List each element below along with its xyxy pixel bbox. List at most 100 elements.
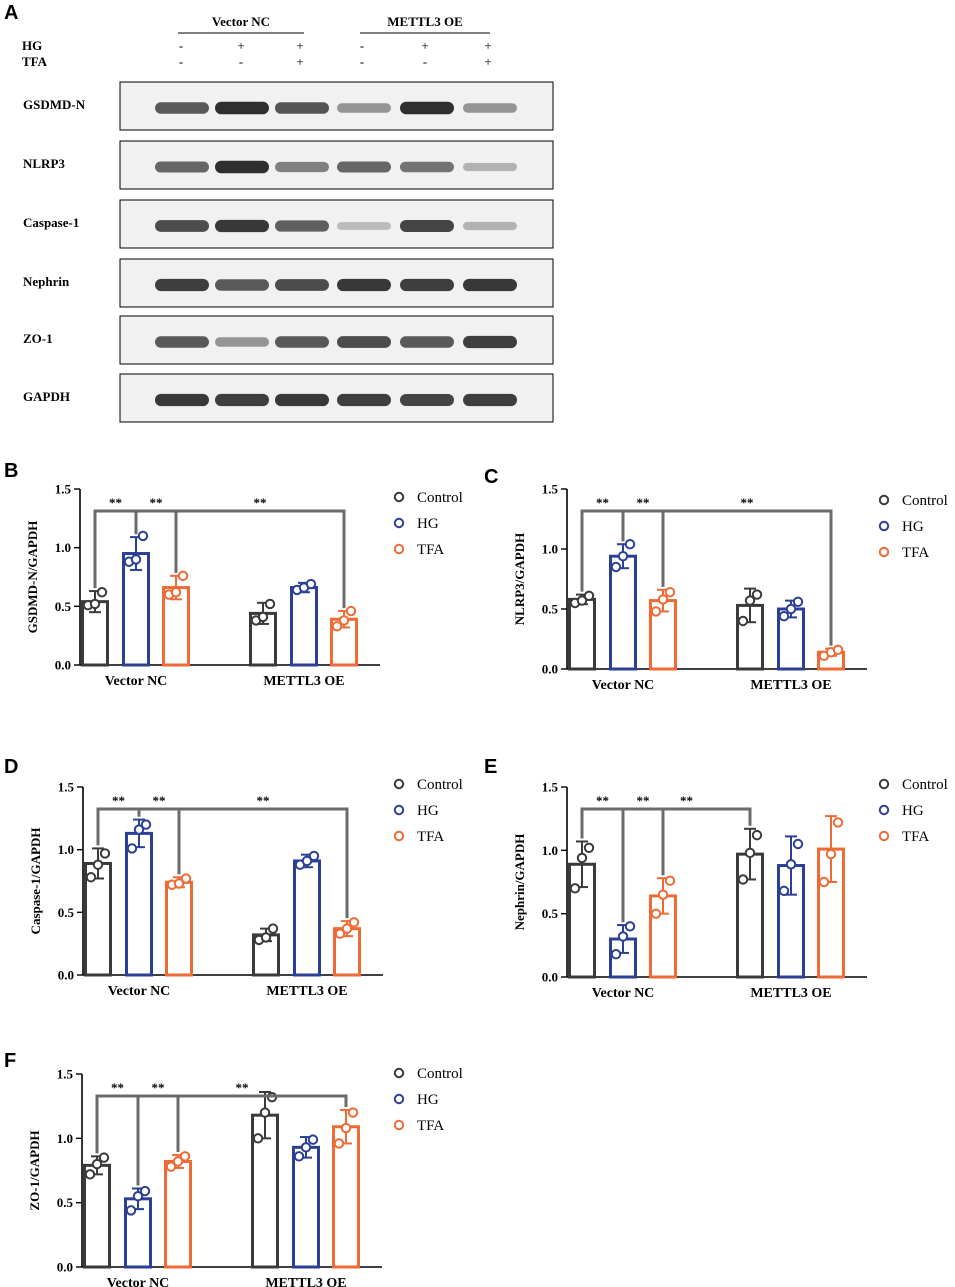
data-point (98, 1152, 110, 1163)
data-point (785, 603, 797, 615)
data-point (305, 578, 317, 590)
y-tick-label: 1.5 (542, 482, 559, 497)
y-tick-label: 0.5 (57, 1195, 74, 1210)
y-tick-label: 1.0 (57, 1131, 73, 1146)
significance-label: ** (741, 495, 754, 510)
blot-band (275, 161, 329, 173)
significance-label: ** (152, 1080, 165, 1095)
legend-marker-hg (393, 1093, 405, 1105)
blot-band (400, 219, 454, 233)
data-point (785, 859, 797, 870)
data-point (338, 615, 350, 626)
x-category-label: Vector NC (108, 984, 171, 999)
x-category-label: Vector NC (105, 674, 168, 689)
blot-band (275, 393, 329, 407)
blot-band (155, 393, 209, 407)
bar-hg (609, 554, 637, 671)
data-point (300, 1142, 312, 1153)
y-axis-title: Nephrin/GAPDH (512, 834, 527, 931)
chart-panel-d: D 0.0 0.5 1.0 1.5 Caspase-1/GAPDH Vector NC MET… (4, 756, 463, 999)
data-point (126, 843, 138, 854)
significance-label: ** (150, 495, 163, 510)
panel-letter-d: D (4, 756, 18, 778)
bar-hg (777, 864, 805, 979)
data-point (345, 605, 357, 617)
blot-band (337, 103, 391, 113)
x-category-label: METTL3 OE (750, 986, 831, 1001)
x-category-label: Vector NC (592, 678, 655, 693)
legend-label-tfa: TFA (902, 829, 929, 845)
data-point (334, 928, 346, 939)
data-point (650, 908, 662, 919)
panel-letter-e: E (484, 756, 497, 778)
blot-band (463, 278, 517, 292)
significance-label: ** (112, 793, 125, 808)
legend-label-tfa: TFA (417, 829, 444, 845)
data-point (778, 611, 790, 622)
data-point (139, 1185, 151, 1197)
y-tick-label: 1.0 (55, 540, 71, 555)
data-point (331, 621, 343, 632)
data-point (264, 598, 276, 610)
data-point (751, 589, 763, 600)
data-point (737, 874, 749, 885)
blot-band (337, 278, 391, 292)
group-label-vector-nc: Vector NC (212, 14, 270, 29)
data-point (293, 1151, 305, 1162)
data-point (583, 842, 595, 853)
data-point (832, 817, 844, 828)
blot-band (463, 393, 517, 407)
condition-sign: + (237, 38, 244, 53)
condition-sign: - (360, 54, 364, 69)
data-point (89, 598, 101, 610)
data-point (172, 1156, 184, 1167)
data-point (347, 1107, 359, 1118)
bar-charts: B 0.0 0.5 1.0 1.5 GSDMD-N/GAPDH Vector NC METTL… (4, 460, 948, 1287)
legend-label-control: Control (902, 777, 948, 793)
y-tick-label: 1.5 (542, 780, 559, 795)
blot-band (463, 221, 517, 231)
condition-label-hg: HG (22, 38, 42, 53)
panel-letter-b: B (4, 460, 18, 482)
data-point (260, 932, 272, 943)
significance-label: ** (236, 1080, 249, 1095)
data-point (179, 1151, 191, 1162)
condition-sign: + (484, 38, 491, 53)
data-point (744, 847, 756, 859)
significance-bracket (661, 509, 833, 646)
significance-bracket (621, 807, 752, 923)
data-point (624, 539, 636, 550)
y-tick-label: 0.0 (542, 970, 558, 985)
significance-label: ** (596, 793, 609, 808)
blot-band (463, 335, 517, 349)
significance-label: ** (257, 793, 270, 808)
legend-marker-control (393, 778, 405, 790)
blot-band (155, 102, 209, 114)
bar-control (568, 597, 596, 671)
condition-label-tfa: TFA (22, 54, 48, 69)
data-point (333, 1138, 345, 1149)
significance-label: ** (637, 793, 650, 808)
legend-marker-control (878, 494, 890, 506)
data-point (751, 829, 763, 841)
data-point (125, 1205, 137, 1216)
data-point (170, 587, 182, 598)
blot-band (337, 161, 391, 173)
significance-label: ** (596, 495, 609, 510)
y-tick-label: 1.0 (542, 843, 558, 858)
data-point (583, 590, 595, 601)
y-tick-label: 0.5 (542, 906, 559, 921)
bar-hg (125, 831, 153, 977)
data-point (825, 848, 837, 860)
y-axis-title: Caspase-1/GAPDH (28, 828, 43, 935)
significance-label: ** (109, 495, 122, 510)
blot-band (337, 393, 391, 407)
y-tick-label: 1.0 (58, 842, 74, 857)
legend-label-control: Control (417, 1066, 463, 1082)
condition-sign: + (296, 54, 303, 69)
condition-sign: + (484, 54, 491, 69)
data-point (792, 596, 804, 607)
blot-band (400, 161, 454, 173)
data-point (99, 848, 111, 859)
